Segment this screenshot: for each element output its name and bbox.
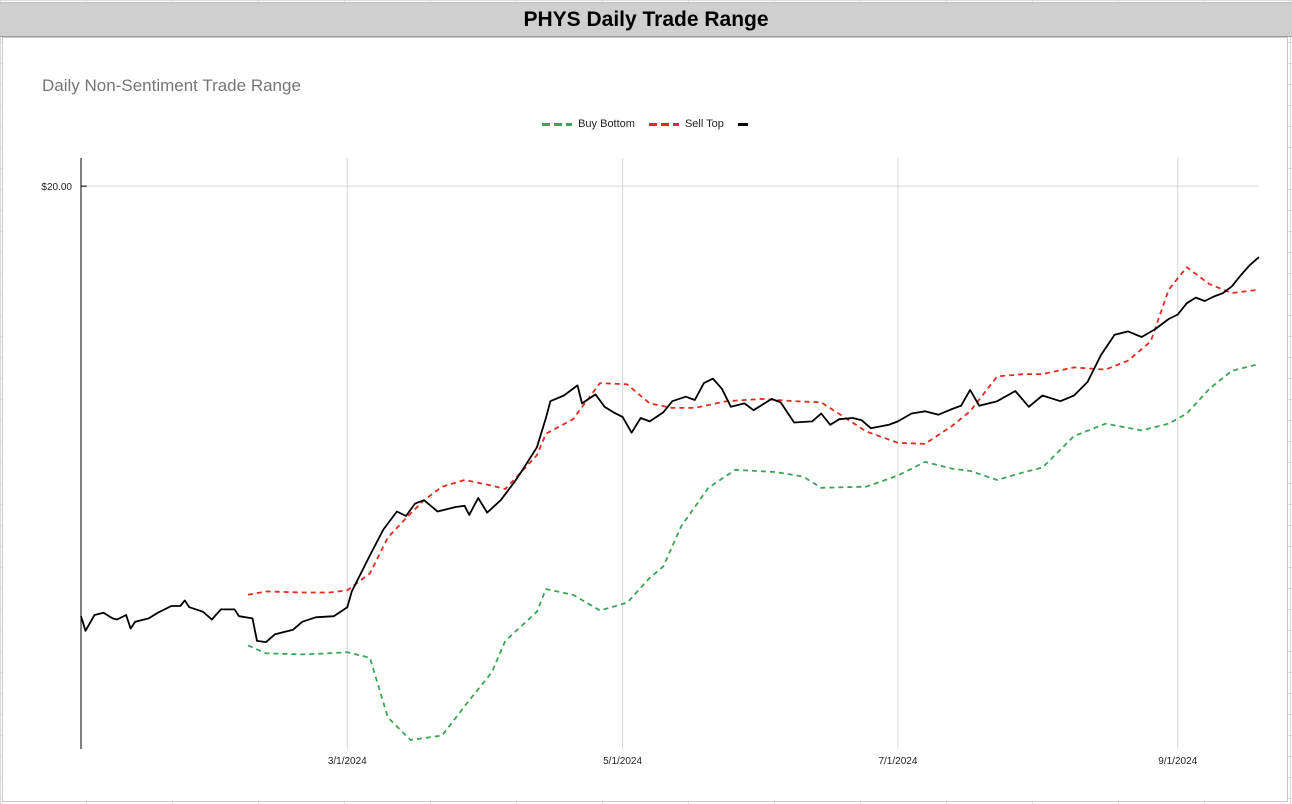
- plot-area: 3/1/2024 5/1/2024 7/1/2024 9/1/2024 $20.00: [41, 158, 1260, 767]
- x-tick-label: 7/1/2024: [878, 756, 917, 767]
- x-tick-label: 3/1/2024: [328, 756, 367, 767]
- sheet-title-cell[interactable]: PHYS Daily Trade Range: [0, 2, 1292, 37]
- x-tick-label: 5/1/2024: [603, 756, 642, 767]
- series-line-sell-top: [247, 266, 1260, 596]
- y-tick-label: $20.00: [41, 182, 72, 193]
- x-tick-label: 9/1/2024: [1158, 756, 1197, 767]
- legend-item: [737, 122, 748, 126]
- chart-title: Daily Non-Sentiment Trade Range: [42, 76, 301, 95]
- legend-item: Buy Bottom: [542, 118, 635, 130]
- sheet-title: PHYS Daily Trade Range: [523, 7, 769, 31]
- chart-legend: Buy Bottom Sell Top: [3, 118, 1287, 130]
- series-line-buy-bottom: [247, 363, 1260, 741]
- legend-swatch: [648, 122, 679, 126]
- legend-label: Sell Top: [684, 118, 724, 130]
- chart-container[interactable]: Daily Non-Sentiment Trade Range Buy Bott…: [2, 37, 1288, 802]
- legend-swatch: [542, 122, 573, 126]
- legend-swatch: [737, 122, 748, 126]
- legend-item: Sell Top: [648, 118, 724, 130]
- series-line-price: [80, 256, 1260, 643]
- legend-label: Buy Bottom: [578, 118, 635, 130]
